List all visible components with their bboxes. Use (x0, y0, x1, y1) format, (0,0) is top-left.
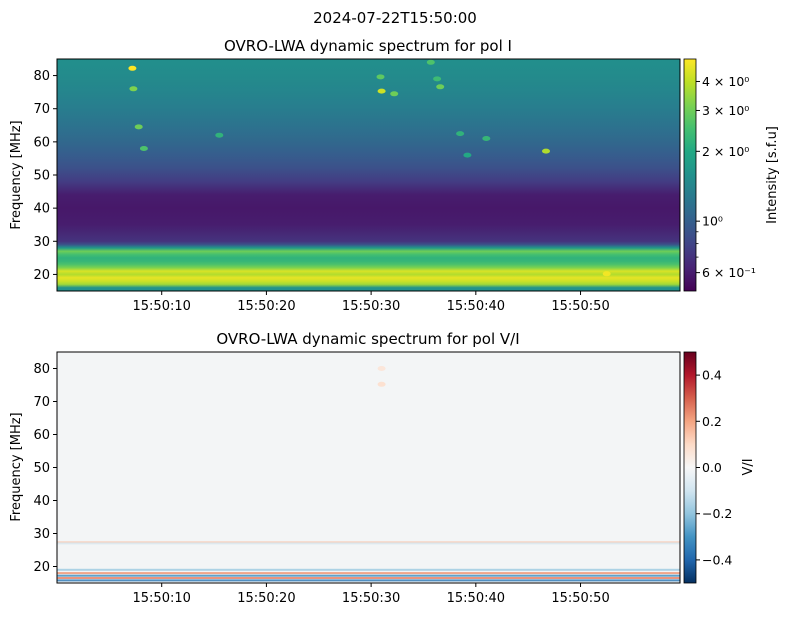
plot-title: OVRO-LWA dynamic spectrum for pol I (224, 37, 512, 55)
polarization-band (57, 577, 680, 579)
y-axis-label: Frequency [MHz] (9, 412, 24, 521)
colorbar-tick-label: 0.2 (702, 414, 722, 429)
heatmap-background (57, 59, 680, 291)
burst-mark (129, 86, 138, 92)
y-tick-label: 30 (33, 527, 50, 542)
panel-pol-v-over-i: OVRO-LWA dynamic spectrum for pol V/I 20… (9, 330, 756, 606)
x-tick-label: 15:50:30 (342, 591, 400, 606)
y-tick-label: 60 (33, 428, 50, 443)
burst-mark (433, 76, 442, 82)
polarization-band (57, 568, 680, 571)
colorbar-tick-label: 0.4 (702, 368, 722, 383)
burst-mark (542, 148, 550, 154)
x-tick-label: 15:50:20 (237, 299, 295, 314)
y-tick-label: 50 (33, 461, 50, 476)
x-tick-label: 15:50:40 (447, 299, 505, 314)
y-axis-label: Frequency [MHz] (9, 120, 24, 229)
burst-mark (134, 124, 143, 130)
y-tick-label: 50 (33, 169, 50, 184)
x-tick-label: 15:50:10 (133, 299, 191, 314)
figure-suptitle: 2024-07-22T15:50:00 (313, 9, 477, 27)
colorbar-tick-label: 10⁰ (702, 214, 723, 229)
x-tick-label: 15:50:50 (551, 299, 609, 314)
plot-title: OVRO-LWA dynamic spectrum for pol V/I (216, 330, 519, 348)
burst-mark (377, 366, 386, 371)
panel-pol-i: OVRO-LWA dynamic spectrum for pol I 20 30… (9, 37, 780, 314)
colorbar-frame (683, 58, 697, 292)
colorbar-label: Intensity [s.f.u] (765, 126, 780, 224)
colorbar-label: V/I (741, 458, 756, 475)
colorbar: 6 × 10⁻¹ 10⁰ 2 × 10⁰ 3 × 10⁰ 4 × 10⁰ Intensi… (683, 58, 780, 292)
y-tick-label: 40 (33, 494, 50, 509)
colorbar-gradient (684, 59, 696, 291)
y-tick-label: 30 (33, 235, 50, 250)
burst-mark (376, 74, 385, 80)
burst-mark (436, 84, 445, 90)
heatmap (57, 352, 680, 583)
colorbar-tick-label: 4 × 10⁰ (702, 74, 749, 89)
burst-mark (139, 146, 148, 151)
burst-mark (215, 132, 224, 138)
y-tick-label: 20 (33, 560, 50, 575)
burst-mark (128, 65, 137, 71)
polarization-band (57, 574, 680, 577)
y-tick-label: 80 (33, 362, 50, 377)
burst-mark (377, 88, 386, 94)
x-tick-label: 15:50:10 (133, 591, 191, 606)
burst-mark (377, 381, 386, 387)
polarization-band (57, 579, 680, 582)
colorbar-tick-label: −0.4 (702, 552, 732, 567)
burst-mark (602, 271, 611, 277)
burst-mark (456, 131, 465, 137)
heatmap (57, 59, 680, 291)
y-tick-label: 80 (33, 69, 50, 84)
colorbar: 0.4 0.2 0.0 −0.2 −0.4 V/I (683, 351, 756, 584)
y-tick-label: 20 (33, 268, 50, 283)
x-tick-label: 15:50:30 (342, 299, 400, 314)
colorbar-tick-label: 6 × 10⁻¹ (702, 265, 756, 280)
colorbar-tick-label: 2 × 10⁰ (702, 144, 749, 159)
colorbar-gradient (684, 352, 696, 583)
y-tick-label: 70 (33, 102, 50, 117)
y-tick-label: 40 (33, 202, 50, 217)
heatmap-background (57, 352, 680, 583)
colorbar-tick-label: 0.0 (702, 460, 722, 475)
colorbar-tick-label: −0.2 (702, 506, 732, 521)
burst-mark (390, 91, 399, 97)
y-tick-label: 70 (33, 395, 50, 410)
x-tick-label: 15:50:20 (237, 591, 295, 606)
burst-mark (482, 136, 491, 141)
burst-mark (463, 152, 472, 158)
x-tick-label: 15:50:40 (447, 591, 505, 606)
x-tick-label: 15:50:50 (551, 591, 609, 606)
polarization-band (57, 572, 680, 575)
colorbar-tick-label: 3 × 10⁰ (702, 103, 749, 118)
burst-mark (426, 59, 435, 65)
polarization-band (57, 542, 680, 545)
y-tick-label: 60 (33, 135, 50, 150)
